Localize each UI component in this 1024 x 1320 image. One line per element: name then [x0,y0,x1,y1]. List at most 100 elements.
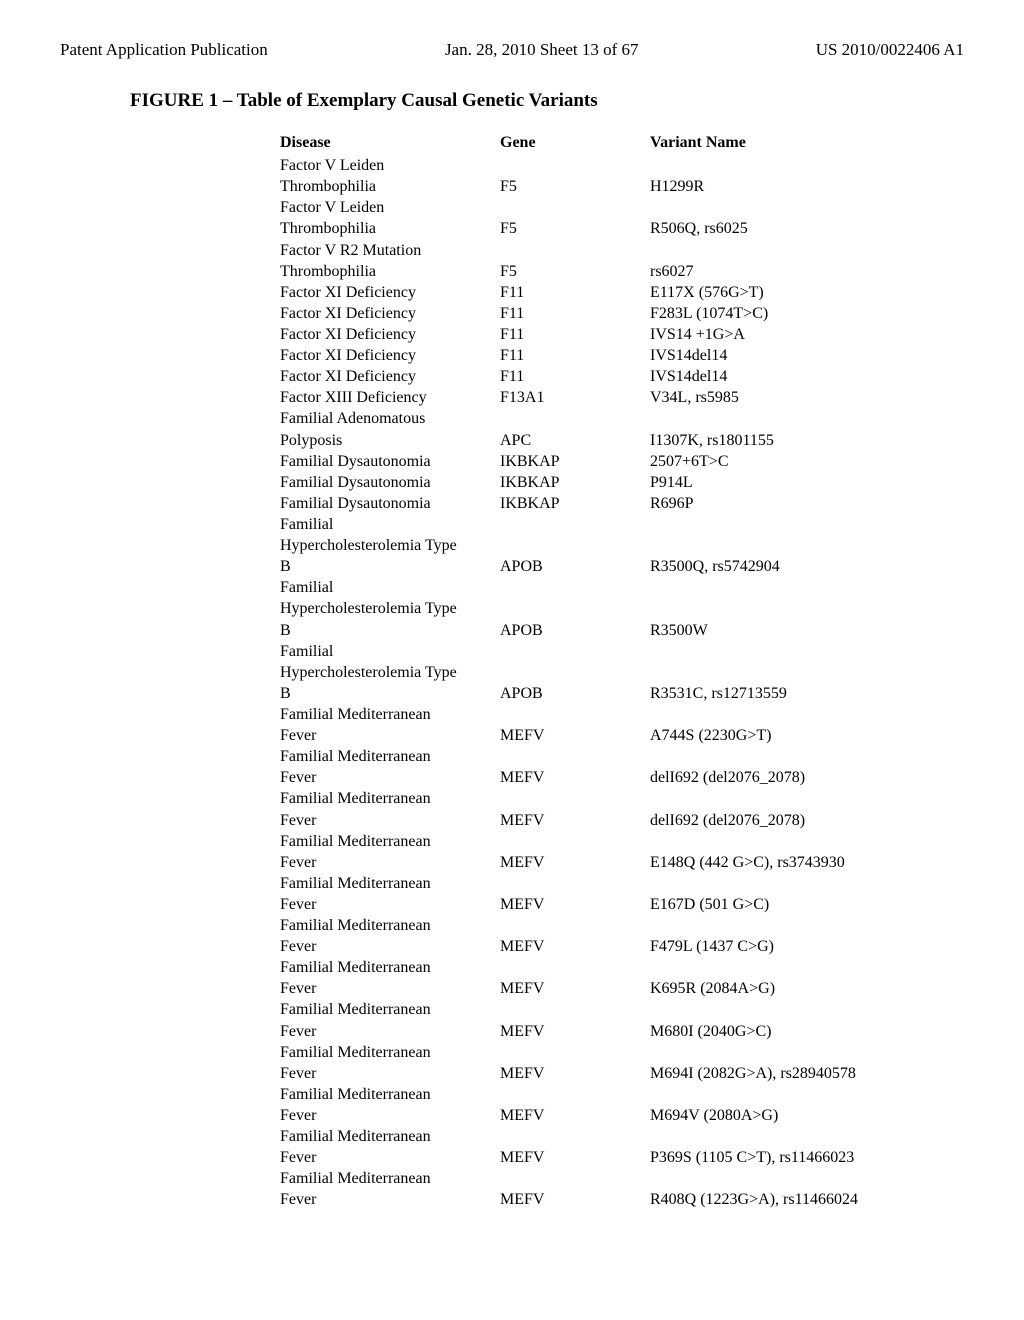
cell-variant: P914L [650,472,964,493]
cell-variant: R696P [650,493,964,514]
table-row: BAPOBR3500Q, rs5742904 [280,556,964,577]
table-row: Factor V Leiden [280,155,964,176]
cell-variant [650,197,964,218]
cell-disease: Familial Mediterranean [280,873,500,894]
cell-gene: MEFV [500,725,650,746]
table-row: FeverMEFVP369S (1105 C>T), rs11466023 [280,1147,964,1168]
cell-variant: A744S (2230G>T) [650,725,964,746]
table-row: Familial Adenomatous [280,408,964,429]
cell-disease: Fever [280,1147,500,1168]
cell-gene: APOB [500,620,650,641]
table-row: Factor XI DeficiencyF11IVS14del14 [280,345,964,366]
cell-variant [650,831,964,852]
cell-disease: Factor XI Deficiency [280,366,500,387]
table-row: Familial DysautonomiaIKBKAPR696P [280,493,964,514]
cell-variant [650,598,964,619]
table-body: Factor V LeidenThrombophiliaF5H1299RFact… [280,155,964,1210]
cell-variant: M680I (2040G>C) [650,1021,964,1042]
cell-disease: Factor XI Deficiency [280,345,500,366]
cell-gene [500,577,650,598]
cell-disease: Fever [280,1105,500,1126]
cell-disease: Familial Mediterranean [280,999,500,1020]
header-right: US 2010/0022406 A1 [816,40,964,60]
table-row: FeverMEFVE167D (501 G>C) [280,894,964,915]
cell-disease: Hypercholesterolemia Type [280,598,500,619]
cell-gene [500,704,650,725]
cell-disease: Factor V Leiden [280,197,500,218]
cell-gene [500,641,650,662]
table-row: BAPOBR3500W [280,620,964,641]
cell-variant [650,788,964,809]
cell-disease: Fever [280,894,500,915]
cell-gene [500,957,650,978]
cell-gene [500,155,650,176]
cell-disease: Polyposis [280,430,500,451]
table-row: Factor XI DeficiencyF11IVS14del14 [280,366,964,387]
cell-variant [650,704,964,725]
cell-disease: Factor V R2 Mutation [280,240,500,261]
header-left: Patent Application Publication [60,40,268,60]
cell-variant [650,514,964,535]
cell-gene: F11 [500,282,650,303]
cell-variant [650,915,964,936]
cell-variant [650,155,964,176]
cell-variant: R3500W [650,620,964,641]
cell-disease: Familial [280,641,500,662]
cell-disease: Fever [280,1021,500,1042]
table-row: ThrombophiliaF5H1299R [280,176,964,197]
cell-gene: MEFV [500,1189,650,1210]
table-row: Familial Mediterranean [280,704,964,725]
cell-disease: Familial [280,577,500,598]
cell-variant: H1299R [650,176,964,197]
cell-disease: B [280,556,500,577]
cell-variant: F479L (1437 C>G) [650,936,964,957]
table-row: Factor XIII DeficiencyF13A1V34L, rs5985 [280,387,964,408]
cell-variant [650,746,964,767]
cell-variant [650,662,964,683]
table-row: FeverMEFVK695R (2084A>G) [280,978,964,999]
table-row: FeverMEFVM694I (2082G>A), rs28940578 [280,1063,964,1084]
table-row: Familial Mediterranean [280,999,964,1020]
cell-disease: B [280,620,500,641]
table-row: Factor V R2 Mutation [280,240,964,261]
table-row: Factor XI DeficiencyF11F283L (1074T>C) [280,303,964,324]
cell-variant [650,641,964,662]
cell-variant [650,999,964,1020]
cell-gene [500,999,650,1020]
cell-disease: Fever [280,978,500,999]
cell-gene: MEFV [500,978,650,999]
cell-disease: Fever [280,1063,500,1084]
cell-gene [500,240,650,261]
cell-variant [650,240,964,261]
page-header: Patent Application Publication Jan. 28, … [60,40,964,60]
cell-disease: Familial Mediterranean [280,788,500,809]
cell-gene [500,746,650,767]
cell-variant: V34L, rs5985 [650,387,964,408]
table-row: FeverMEFVR408Q (1223G>A), rs11466024 [280,1189,964,1210]
table-row: Familial [280,577,964,598]
cell-disease: Factor XIII Deficiency [280,387,500,408]
table-row: Factor XI DeficiencyF11IVS14 +1G>A [280,324,964,345]
cell-variant [650,408,964,429]
cell-gene [500,831,650,852]
cell-gene: F11 [500,366,650,387]
cell-gene: F5 [500,218,650,239]
cell-variant: M694I (2082G>A), rs28940578 [650,1063,964,1084]
cell-gene [500,197,650,218]
cell-gene [500,535,650,556]
cell-gene: IKBKAP [500,451,650,472]
table-row: PolyposisAPCI1307K, rs1801155 [280,430,964,451]
cell-disease: Familial Mediterranean [280,1126,500,1147]
cell-disease: Fever [280,852,500,873]
cell-disease: Factor XI Deficiency [280,324,500,345]
table-row: FeverMEFVF479L (1437 C>G) [280,936,964,957]
cell-gene [500,873,650,894]
cell-disease: Factor XI Deficiency [280,282,500,303]
cell-gene [500,915,650,936]
cell-variant: K695R (2084A>G) [650,978,964,999]
cell-disease: Familial Mediterranean [280,704,500,725]
cell-gene [500,1168,650,1189]
table-row: Hypercholesterolemia Type [280,662,964,683]
cell-variant: R3500Q, rs5742904 [650,556,964,577]
cell-disease: Hypercholesterolemia Type [280,535,500,556]
